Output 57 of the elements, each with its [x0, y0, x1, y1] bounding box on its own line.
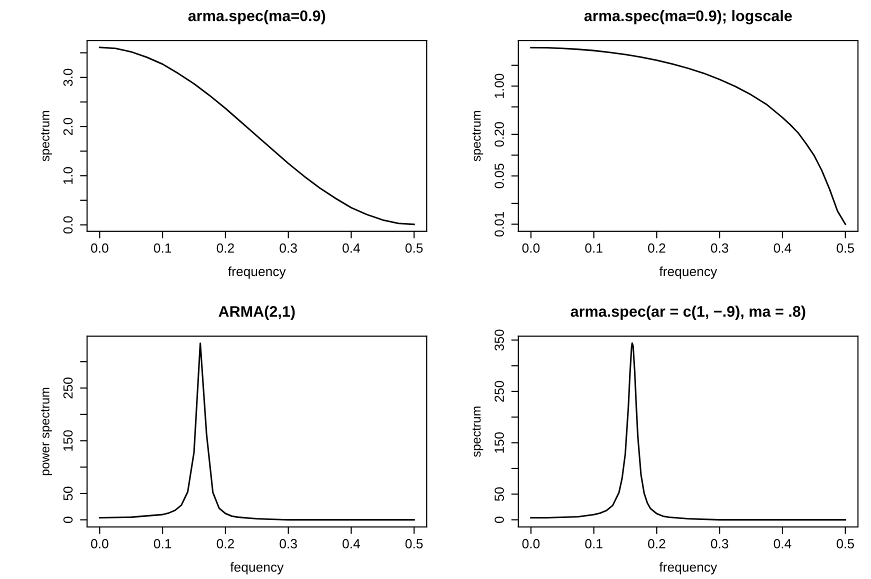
x-tick-label: 0.0 — [522, 539, 540, 548]
y-tick-label: 1.0 — [63, 167, 73, 184]
line-series — [98, 342, 415, 521]
y-tick-label: 0.0 — [63, 216, 73, 234]
x-axis-title: frequency — [659, 266, 718, 279]
y-tick-label: 150 — [63, 430, 73, 451]
x-tick-label: 0.4 — [342, 243, 360, 253]
y-axis-title: spectrum — [472, 111, 484, 162]
x-tick-label: 0.1 — [585, 243, 602, 253]
x-tick-label: 0.5 — [836, 243, 854, 253]
x-tick-label: 0.0 — [91, 539, 108, 548]
chart-title: arma.spec(ma=0.9) — [188, 10, 326, 24]
x-tick-label: 0.1 — [585, 539, 602, 548]
y-tick-label: 2.0 — [63, 118, 73, 136]
y-tick-label: 3.0 — [63, 68, 73, 86]
y-tick-label: 50 — [63, 486, 73, 500]
x-tick-label: 0.2 — [648, 539, 666, 548]
x-tick-label: 0.3 — [280, 243, 297, 253]
y-axis-title: power spectrum — [41, 388, 52, 476]
x-tick-label: 0.4 — [342, 539, 360, 548]
x-tick-label: 0.3 — [280, 539, 297, 548]
x-tick-label: 0.0 — [91, 243, 108, 253]
x-tick-label: 0.2 — [216, 243, 234, 253]
x-axis-title: frequency — [228, 266, 286, 279]
x-tick-label: 0.2 — [216, 539, 234, 548]
x-axis-title: frequency — [659, 562, 718, 574]
y-tick-label: 50 — [494, 487, 504, 501]
x-tick-label: 0.3 — [710, 243, 728, 253]
x-axis-title: fequency — [230, 562, 284, 574]
x-tick-label: 0.5 — [836, 539, 854, 548]
chart-title: arma.spec(ar = c(1, −.9), ma = .8) — [570, 306, 806, 320]
x-tick-label: 0.3 — [710, 539, 728, 548]
line-series — [98, 46, 415, 226]
x-tick-label: 0.2 — [648, 243, 666, 253]
y-tick-label: 250 — [63, 378, 73, 398]
x-tick-label: 0.5 — [405, 243, 423, 253]
y-tick-label: 0 — [63, 516, 73, 523]
x-tick-label: 0.5 — [405, 539, 423, 548]
y-tick-label: 0.20 — [494, 122, 504, 147]
y-axis-title: spectrum — [41, 111, 52, 162]
x-tick-label: 0.1 — [154, 539, 172, 548]
chart-title: ARMA(2,1) — [218, 306, 295, 320]
y-tick-label: 0.05 — [494, 164, 504, 188]
y-tick-label: 0 — [494, 516, 504, 523]
y-tick-label: 250 — [494, 380, 504, 402]
x-tick-label: 0.1 — [154, 243, 172, 253]
y-axis-title: spectrum — [472, 406, 484, 457]
line-series — [530, 342, 846, 521]
x-tick-label: 0.0 — [522, 243, 540, 253]
x-tick-label: 0.4 — [774, 539, 792, 548]
y-tick-label: 150 — [494, 432, 504, 453]
y-tick-label: 350 — [494, 330, 504, 351]
line-series — [530, 46, 846, 225]
y-tick-label: 0.01 — [494, 212, 504, 237]
chart-title: arma.spec(ma=0.9); logscale — [584, 10, 792, 24]
x-tick-label: 0.4 — [774, 243, 792, 253]
y-tick-label: 1.00 — [494, 74, 504, 98]
